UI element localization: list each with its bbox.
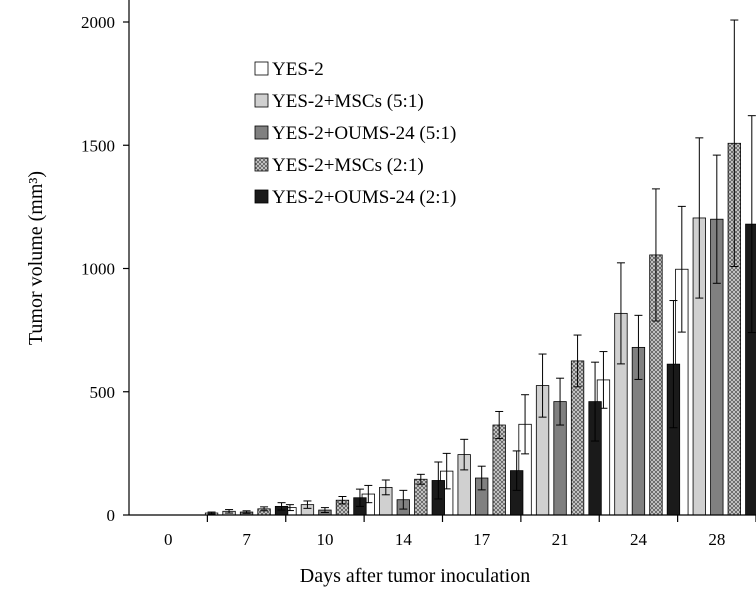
legend-swatch <box>254 93 269 108</box>
legend-swatch <box>254 189 269 204</box>
x-tick-label: 10 <box>316 530 333 549</box>
y-tick-label: 2000 <box>81 13 115 32</box>
y-axis: 0 500 1000 1500 2000 <box>81 13 129 525</box>
x-tick-label: 28 <box>708 530 725 549</box>
x-tick-label: 14 <box>395 530 413 549</box>
x-axis: 0 7 10 14 17 21 24 28 <box>164 515 756 549</box>
y-tick-label: 500 <box>90 383 116 402</box>
legend-label: YES-2 <box>272 59 324 80</box>
y-axis-title: Tumor volume (mm³) <box>25 171 47 345</box>
x-axis-title: Days after tumor inoculation <box>300 565 531 587</box>
legend: YES-2 YES-2+MSCs (5:1) YES-2+OUMS-24 (5:1)… <box>254 59 456 208</box>
legend-label: YES-2+OUMS-24 (2:1) <box>272 187 456 208</box>
bar <box>745 223 756 516</box>
legend-swatch <box>254 157 269 172</box>
legend-swatch <box>254 125 269 140</box>
y-tick-label: 1500 <box>81 136 115 155</box>
x-tick-label: 0 <box>164 530 173 549</box>
y-tick-label: 0 <box>107 506 116 525</box>
legend-label: YES-2+MSCs (5:1) <box>272 91 424 112</box>
x-tick-label: 17 <box>473 530 491 549</box>
x-tick-label: 21 <box>552 530 569 549</box>
y-tick-label: 1000 <box>81 260 115 279</box>
legend-swatch <box>254 61 269 76</box>
legend-label: YES-2+MSCs (2:1) <box>272 155 424 176</box>
x-tick-label: 7 <box>242 530 251 549</box>
legend-label: YES-2+OUMS-24 (5:1) <box>272 123 456 144</box>
bar-series <box>204 19 756 516</box>
x-tick-label: 24 <box>630 530 648 549</box>
